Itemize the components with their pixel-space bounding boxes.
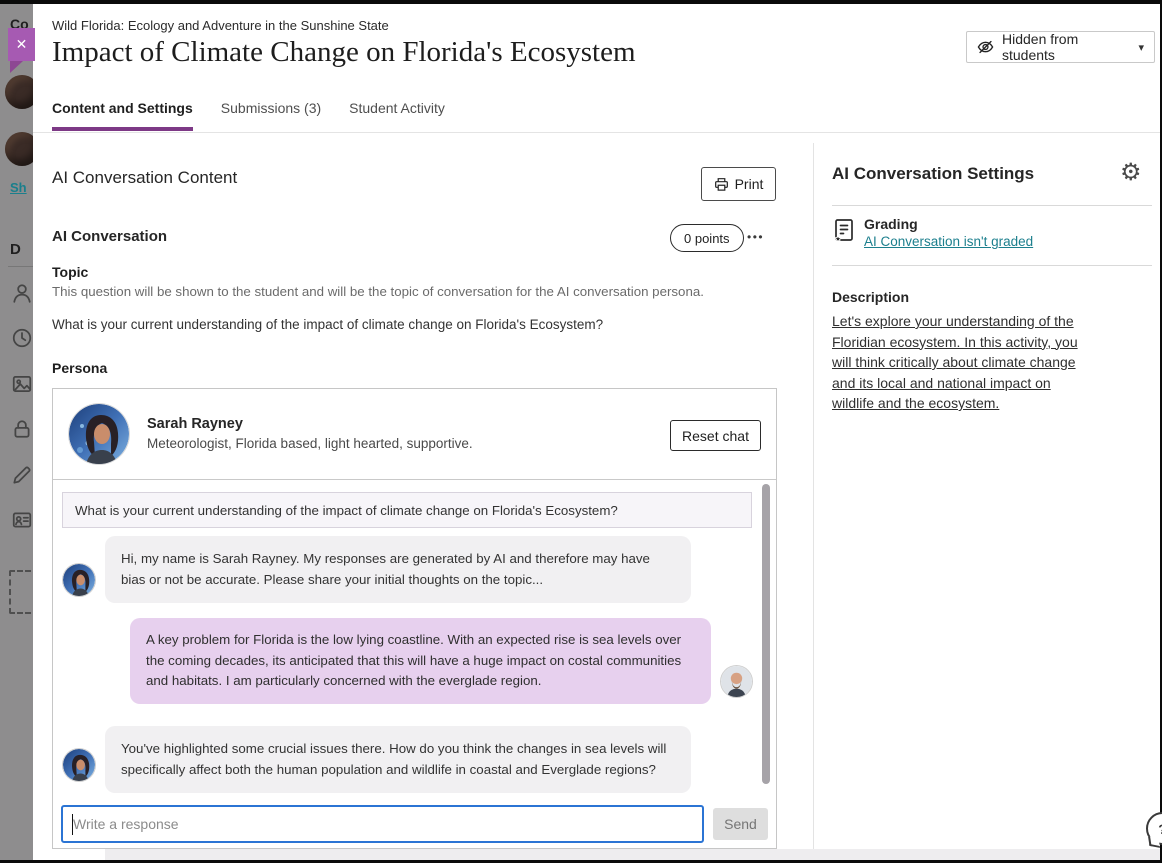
grading-rubric-icon — [832, 218, 856, 245]
drop-placeholder — [9, 570, 33, 614]
clock-icon[interactable] — [11, 327, 33, 349]
visibility-dropdown[interactable]: Hidden from students ▾ — [966, 31, 1155, 63]
persona-avatar — [63, 564, 95, 596]
settings-panel-title: AI Conversation Settings — [832, 164, 1035, 183]
window-border — [0, 0, 1162, 4]
conversation-heading: AI Conversation — [52, 228, 168, 245]
printer-icon — [714, 177, 729, 192]
divider — [33, 132, 1160, 133]
image-icon[interactable] — [11, 373, 33, 395]
sidebar-section-label: D — [10, 241, 21, 258]
chat-topic-banner: What is your current understanding of th… — [62, 492, 752, 528]
points-badge: 0 points — [670, 224, 744, 252]
page-background-strip — [33, 849, 1160, 860]
close-icon: ✕ — [15, 36, 28, 52]
divider — [832, 205, 1152, 206]
persona-avatar — [63, 749, 95, 781]
tab-content-and-settings[interactable]: Content and Settings — [52, 100, 193, 131]
gear-icon[interactable]: ⚙ — [1120, 159, 1142, 186]
visibility-label: Hidden from students — [1002, 31, 1079, 63]
user-avatar — [721, 666, 752, 697]
persona-name: Sarah Rayney — [147, 416, 243, 432]
reset-chat-button[interactable]: Reset chat — [670, 420, 761, 451]
divider — [8, 266, 33, 267]
panel-divider — [813, 143, 814, 849]
lock-icon[interactable] — [11, 418, 33, 440]
topic-label: Topic — [52, 264, 89, 280]
print-label: Print — [734, 176, 764, 192]
id-card-icon[interactable] — [11, 509, 33, 531]
person-icon[interactable] — [11, 282, 33, 304]
conversation-preview-box: Sarah Rayney Meteorologist, Florida base… — [52, 388, 777, 849]
course-sidebar-partial: Co Sh D — [0, 4, 33, 860]
question-mark-icon: ? — [1158, 821, 1162, 837]
grading-link[interactable]: AI Conversation isn't graded — [864, 234, 1034, 249]
send-button[interactable]: Send — [713, 808, 768, 840]
help-button[interactable]: ? — [1146, 812, 1162, 845]
persona-card: Sarah Rayney Meteorologist, Florida base… — [53, 389, 776, 480]
chat-scrollbar[interactable] — [762, 484, 770, 784]
description-label: Description — [832, 289, 910, 305]
page-title: Impact of Climate Change on Florida's Ec… — [52, 36, 636, 68]
close-panel-button[interactable]: ✕ — [8, 28, 35, 73]
sidebar-link-clipped[interactable]: Sh — [10, 180, 27, 195]
persona-label: Persona — [52, 360, 108, 376]
chat-transcript: What is your current understanding of th… — [53, 479, 776, 795]
content-section-title: AI Conversation Content — [52, 168, 238, 187]
breadcrumb: Wild Florida: Ecology and Adventure in t… — [52, 18, 389, 33]
persona-description: Meteorologist, Florida based, light hear… — [147, 436, 473, 451]
tab-student-activity[interactable]: Student Activity — [349, 100, 445, 116]
chevron-down-icon: ▾ — [1138, 41, 1144, 54]
topic-question: What is your current understanding of th… — [52, 317, 604, 332]
chat-response-input[interactable] — [61, 805, 704, 843]
persona-avatar — [69, 404, 129, 464]
print-button[interactable]: Print — [701, 167, 776, 201]
pencil-icon[interactable] — [11, 464, 33, 486]
eye-slash-icon — [977, 40, 994, 54]
grading-label: Grading — [864, 216, 918, 232]
more-options-button[interactable]: ••• — [747, 230, 765, 244]
topic-helper-text: This question will be shown to the stude… — [52, 284, 704, 299]
avatar — [5, 75, 33, 109]
page-background-strip — [33, 849, 105, 860]
avatar — [5, 132, 33, 166]
description-text: Let's explore your understanding of the … — [832, 313, 1078, 411]
tab-submissions[interactable]: Submissions (3) — [220, 100, 322, 116]
window-border — [0, 860, 1162, 863]
user-message: A key problem for Florida is the low lyi… — [130, 618, 711, 704]
ai-message: You've highlighted some crucial issues t… — [105, 726, 691, 793]
chat-input-row: Send — [53, 794, 776, 848]
divider — [832, 265, 1152, 266]
window-border — [1160, 0, 1162, 863]
tab-bar: Content and Settings Submissions (3) Stu… — [52, 100, 445, 131]
text-cursor — [72, 814, 73, 835]
ai-message: Hi, my name is Sarah Rayney. My response… — [105, 536, 691, 603]
